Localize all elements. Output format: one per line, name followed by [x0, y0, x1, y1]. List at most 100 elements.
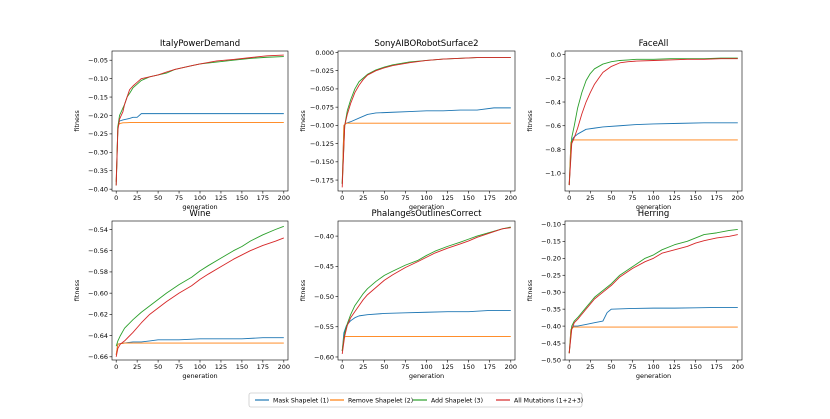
- x-tick-label: 200: [278, 194, 290, 202]
- x-axis-label: generation: [182, 203, 217, 211]
- x-tick-label: 100: [194, 194, 206, 202]
- y-tick-label: 0.000: [315, 49, 334, 57]
- legend-item-mask-shapelet-1: Mask Shapelet (1): [255, 397, 329, 404]
- legend: Mask Shapelet (1) Remove Shapelet (2) Add …: [248, 392, 583, 408]
- x-tick-label: 100: [420, 194, 432, 202]
- series-line-add-shapelet-3: [341, 226, 511, 351]
- legend-item-remove-shapelet-2: Remove Shapelet (2): [330, 397, 413, 404]
- x-tick-label: 25: [133, 194, 141, 202]
- y-tick-label: −0.40: [541, 322, 561, 330]
- y-tick-label: −0.15: [541, 238, 561, 246]
- y-tick-label: −0.30: [541, 288, 561, 296]
- x-tick-label: 200: [732, 363, 744, 371]
- legend-item-all-mutations-1-2-3: All Mutations (1+2+3): [496, 397, 583, 404]
- x-tick-label: 25: [133, 363, 141, 371]
- series-line-remove-shapelet-2: [115, 342, 284, 355]
- y-tick-label: 0.0: [551, 51, 561, 59]
- y-tick-label: −0.175: [310, 176, 334, 184]
- y-tick-label: −0.8: [545, 146, 561, 154]
- series-line-remove-shapelet-2: [568, 139, 738, 186]
- subplot-herring: 0 25 50 75 100 125 150 175 200 −0.50 −0.45 −0.40 −0.…: [526, 209, 744, 380]
- series-line-all-mutations-1-2-3: [341, 227, 511, 355]
- y-tick-label: −0.075: [310, 103, 334, 111]
- legend-label: All Mutations (1+2+3): [514, 397, 583, 404]
- x-axis-label: generation: [182, 372, 217, 380]
- subplot-title: PhalangesOutlinesCorrect: [372, 209, 483, 219]
- x-tick-label: 100: [194, 363, 206, 371]
- series-line-add-shapelet-3: [115, 56, 284, 186]
- series-line-mask-shapelet-1: [568, 122, 738, 186]
- series-line-mask-shapelet-1: [568, 307, 738, 354]
- subplot-wine: 0 25 50 75 100 125 150 175 200 −0.66 −0.64 −0.62 −0.…: [73, 209, 290, 380]
- x-tick-label: 25: [359, 363, 367, 371]
- subplot-sonyaiborobotsurface2: 0 25 50 75 100 125 150 175 200 −0.175 −0.150 −0.125…: [299, 39, 517, 211]
- x-axis-label: generation: [636, 372, 671, 380]
- y-tick-label: −0.50: [314, 293, 334, 301]
- x-tick-label: 75: [175, 194, 183, 202]
- y-axis-label: fitness: [73, 279, 81, 301]
- legend-label: Mask Shapelet (1): [273, 397, 329, 404]
- x-axis-label: generation: [409, 372, 444, 380]
- y-tick-label: −0.20: [88, 112, 108, 120]
- y-tick-label: −0.25: [88, 130, 108, 138]
- x-tick-label: 150: [236, 194, 248, 202]
- legend-label: Remove Shapelet (2): [348, 397, 413, 404]
- y-tick-label: −0.6: [545, 122, 561, 130]
- x-tick-label: 200: [505, 194, 517, 202]
- y-tick-label: −0.45: [314, 263, 334, 271]
- y-tick-label: −0.60: [88, 289, 108, 297]
- x-tick-label: 50: [380, 363, 388, 371]
- series-line-remove-shapelet-2: [341, 122, 511, 184]
- x-tick-label: 175: [257, 194, 269, 202]
- x-tick-label: 100: [647, 363, 659, 371]
- legend-item-add-shapelet-3: Add Shapelet (3): [413, 397, 483, 404]
- x-tick-label: 150: [462, 363, 474, 371]
- x-tick-label: 125: [668, 194, 680, 202]
- x-tick-label: 150: [236, 363, 248, 371]
- series-line-mask-shapelet-1: [115, 337, 284, 355]
- subplot-title: FaceAll: [639, 39, 669, 49]
- y-tick-label: −0.25: [541, 272, 561, 280]
- x-axis-label: generation: [636, 203, 671, 211]
- x-tick-label: 50: [607, 194, 615, 202]
- subplot-phalangesoutlinescorrect: 0 25 50 75 100 125 150 175 200 −0.60 −0.55 −0.50 −0.…: [299, 209, 517, 380]
- y-tick-label: −0.10: [88, 75, 108, 83]
- x-tick-label: 175: [484, 363, 496, 371]
- y-axis-label: fitness: [73, 110, 81, 132]
- x-tick-label: 50: [154, 194, 162, 202]
- x-tick-label: 0: [340, 363, 344, 371]
- y-tick-label: −0.35: [541, 305, 561, 313]
- y-tick-label: −0.40: [88, 185, 108, 193]
- x-tick-label: 175: [711, 363, 723, 371]
- series-line-remove-shapelet-2: [115, 122, 284, 182]
- y-tick-label: −0.025: [310, 67, 334, 75]
- y-tick-label: −0.62: [88, 311, 108, 319]
- x-tick-label: 175: [484, 194, 496, 202]
- x-tick-label: 0: [567, 363, 571, 371]
- y-tick-label: −0.15: [88, 93, 108, 101]
- x-tick-label: 75: [401, 194, 409, 202]
- y-tick-label: −0.100: [310, 122, 334, 130]
- x-tick-label: 200: [732, 194, 744, 202]
- series-line-add-shapelet-3: [115, 225, 284, 347]
- series-line-all-mutations-1-2-3: [115, 54, 284, 186]
- x-tick-label: 125: [668, 363, 680, 371]
- y-tick-label: −0.54: [88, 226, 108, 234]
- y-tick-label: −0.55: [314, 323, 334, 331]
- x-tick-label: 75: [401, 363, 409, 371]
- series-line-all-mutations-1-2-3: [568, 234, 738, 354]
- x-tick-label: 175: [257, 363, 269, 371]
- x-tick-label: 50: [380, 194, 388, 202]
- subplot-title: Herring: [638, 209, 670, 219]
- y-tick-label: −0.4: [545, 98, 561, 106]
- subplot-title: Wine: [189, 209, 210, 219]
- x-tick-label: 50: [154, 363, 162, 371]
- x-tick-label: 75: [628, 194, 636, 202]
- y-tick-label: −0.50: [541, 356, 561, 364]
- x-tick-label: 150: [689, 363, 701, 371]
- x-tick-label: 200: [278, 363, 290, 371]
- x-tick-label: 75: [175, 363, 183, 371]
- x-tick-label: 125: [215, 363, 227, 371]
- x-tick-label: 0: [567, 194, 571, 202]
- y-tick-label: −0.150: [310, 158, 334, 166]
